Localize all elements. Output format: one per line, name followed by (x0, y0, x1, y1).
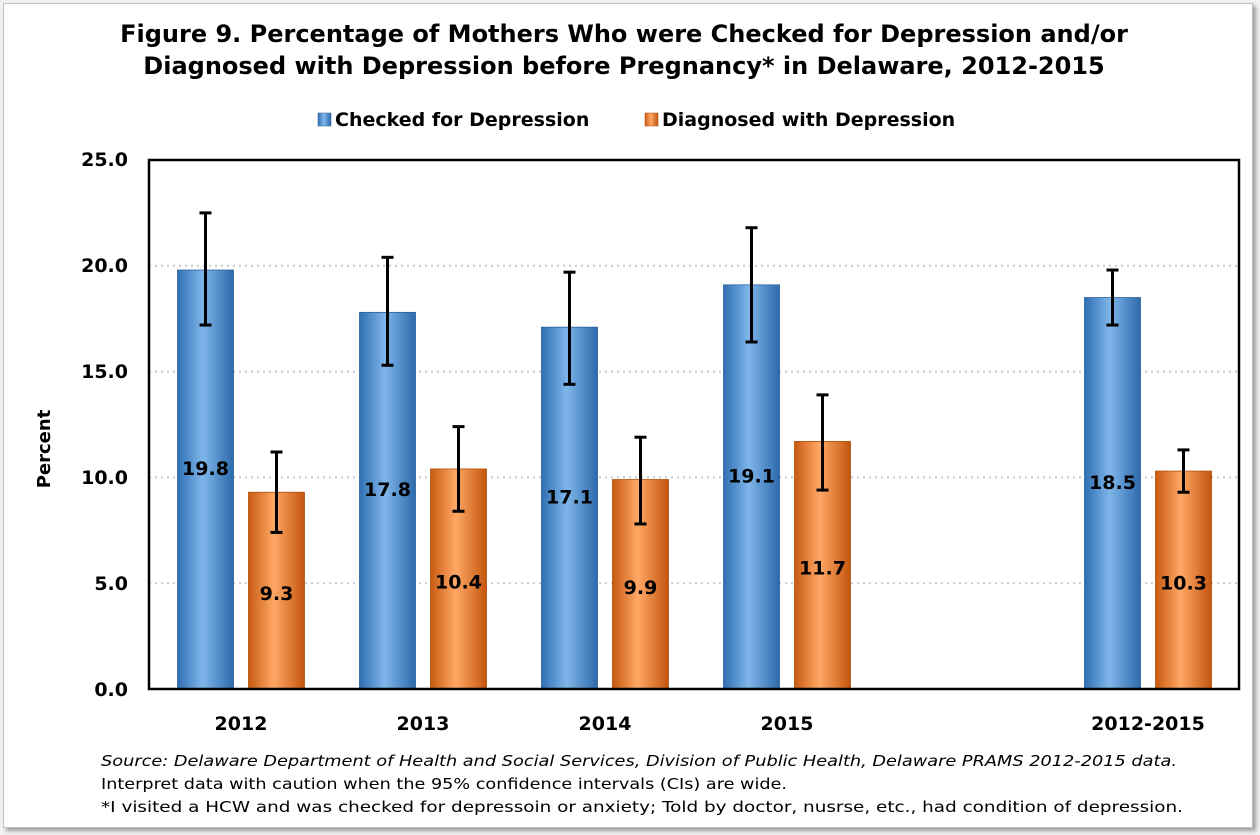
x-tick-labels: 2012 2013 2014 2015 2012-2015 (215, 713, 1205, 735)
legend-label-checked: Checked for Depression (335, 109, 589, 131)
chart-canvas: Figure 9. Percentage of Mothers Who were… (34, 20, 1241, 816)
data-label-diagnosed: 9.9 (624, 577, 658, 599)
legend-swatch-diagnosed (644, 112, 659, 127)
y-tick-labels: 0.0 5.0 10.0 15.0 20.0 25.0 (81, 149, 128, 701)
gridlines (149, 264, 1239, 585)
legend: Checked for Depression Diagnosed with De… (317, 109, 955, 131)
x-tick-label: 2014 (579, 713, 632, 735)
data-label-checked: 18.5 (1089, 472, 1136, 494)
data-label-checked: 19.1 (728, 465, 775, 487)
x-tick-label: 2012-2015 (1091, 713, 1205, 735)
bar-checked (359, 311, 416, 690)
caution-note: Interpret data with caution when the 95%… (101, 775, 787, 793)
x-tick-label: 2012 (215, 713, 268, 735)
y-tick-label: 0.0 (94, 679, 128, 701)
bars (177, 269, 1212, 690)
footnotes: Source: Delaware Department of Health an… (101, 752, 1183, 816)
legend-label-diagnosed: Diagnosed with Depression (662, 109, 955, 131)
data-labels: 19.8 17.8 17.1 19.1 18.5 9.3 10.4 9.9 11.7 10.3 (182, 458, 1207, 605)
data-label-diagnosed: 10.3 (1160, 573, 1207, 595)
y-tick-label: 20.0 (81, 255, 128, 277)
bar-diagnosed (1155, 470, 1212, 690)
data-label-checked: 17.1 (546, 487, 593, 509)
data-label-checked: 17.8 (364, 479, 411, 501)
y-tick-label: 5.0 (94, 573, 128, 595)
legend-swatch-checked (317, 112, 332, 127)
y-tick-label: 10.0 (81, 467, 128, 489)
chart-frame: Figure 9. Percentage of Mothers Who were… (3, 3, 1253, 828)
plot-area-border (147, 158, 1241, 691)
x-tick-label: 2013 (397, 713, 450, 735)
y-tick-label: 15.0 (81, 361, 128, 383)
data-label-diagnosed: 10.4 (435, 571, 482, 593)
data-label-diagnosed: 9.3 (260, 583, 294, 605)
definition-note: *I visited a HCW and was checked for dep… (101, 798, 1183, 816)
bar-checked (723, 284, 780, 690)
x-tick-label: 2015 (761, 713, 814, 735)
chart-title-line-2: Diagnosed with Depression before Pregnan… (143, 52, 1104, 80)
data-label-checked: 19.8 (182, 458, 229, 480)
error-bars (199, 211, 1190, 534)
data-label-diagnosed: 11.7 (799, 558, 846, 580)
chart-title-line-1: Figure 9. Percentage of Mothers Who were… (120, 20, 1128, 48)
source-note: Source: Delaware Department of Health an… (101, 752, 1177, 770)
y-tick-label: 25.0 (81, 149, 128, 171)
y-axis-label: Percent (34, 409, 55, 488)
